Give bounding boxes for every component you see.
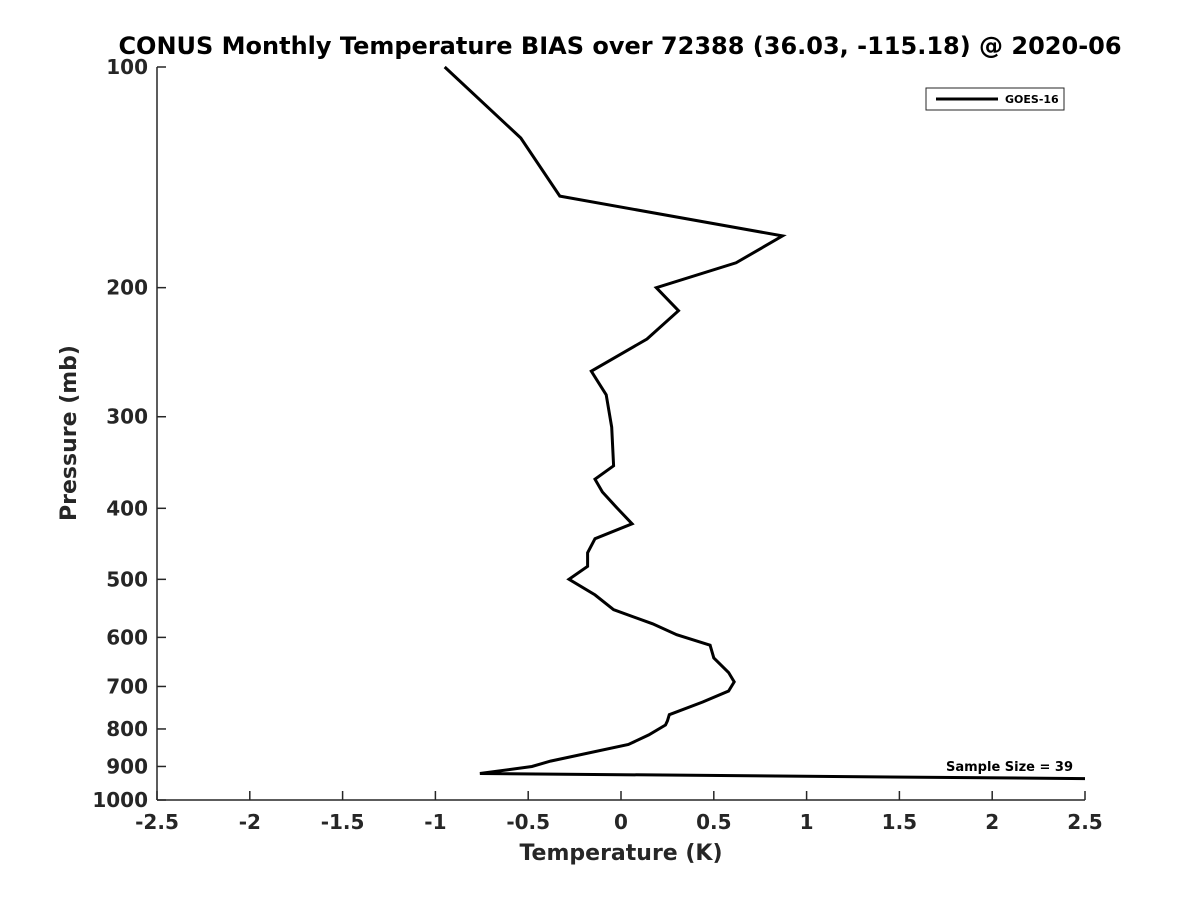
data-point [559,196,560,197]
data-point [667,720,668,721]
data-point [676,634,677,635]
legend-entry: GOES-16 [1005,93,1059,106]
x-tick-label: 2 [985,810,999,834]
data-point [520,138,521,139]
data-point [665,725,666,726]
y-tick-label: 700 [106,674,148,698]
data-point [647,339,648,340]
y-tick-label: 400 [106,496,148,520]
data-point [734,681,735,682]
data-point [648,734,649,735]
data-point [678,310,679,311]
data-point [606,394,607,395]
x-tick-label: 1 [800,810,814,834]
x-tick-label: -2.5 [135,810,179,834]
y-tick-label: 100 [106,55,148,79]
y-tick-label: 1000 [92,788,148,812]
data-point [602,492,603,493]
data-point [479,773,480,774]
x-tick-label: -2 [239,810,261,834]
data-point [611,427,612,428]
x-tick-label: 2.5 [1067,810,1102,834]
y-tick-label: 200 [106,276,148,300]
data-point [613,465,614,466]
data-point [595,479,596,480]
data-point [617,508,618,509]
data-point [587,552,588,553]
x-tick-label: 1.5 [882,810,917,834]
series-layer [443,65,1086,781]
x-tick-label: -0.5 [506,810,550,834]
legend: GOES-16 [925,87,1065,111]
data-point [591,371,592,372]
chart-title: CONUS Monthly Temperature BIAS over 7238… [118,32,1121,60]
x-tick-label: -1 [424,810,446,834]
x-tick-label: 0.5 [696,810,731,834]
sample-size-annotation: Sample Size = 39 [946,760,1073,775]
data-point [613,609,614,610]
data-point [710,645,711,646]
data-point [444,67,445,68]
plot-area [157,67,1085,800]
data-point [595,538,596,539]
data-point [652,623,653,624]
x-axis-label: Temperature (K) [519,841,722,866]
x-ticks: -2.5 -2 -1.5 -1 -0.5 0 0.5 1 1.5 2 2.5 [135,791,1103,834]
x-tick-label: -1.5 [321,810,365,834]
data-point [656,287,657,288]
data-point [669,714,670,715]
y-tick-label: 500 [106,567,148,591]
data-point [728,691,729,692]
y-ticks: 100 200 300 400 500 600 700 800 900 1000 [92,55,166,812]
data-point [632,523,633,524]
series-line-goes-16 [443,65,1086,781]
data-point [702,702,703,703]
y-tick-label: 800 [106,717,148,741]
data-point [569,579,570,580]
data-point [736,262,737,263]
data-point [1085,778,1086,779]
data-point [782,235,783,236]
x-tick-label: 0 [614,810,628,834]
y-tick-label: 300 [106,405,148,429]
data-point [628,744,629,745]
y-axis-label: Pressure (mb) [57,345,82,521]
y-tick-label: 900 [106,754,148,778]
data-point [587,566,588,567]
data-point [728,672,729,673]
data-point [531,766,532,767]
y-tick-label: 600 [106,625,148,649]
data-point [550,761,551,762]
data-point [595,594,596,595]
data-point [713,657,714,658]
